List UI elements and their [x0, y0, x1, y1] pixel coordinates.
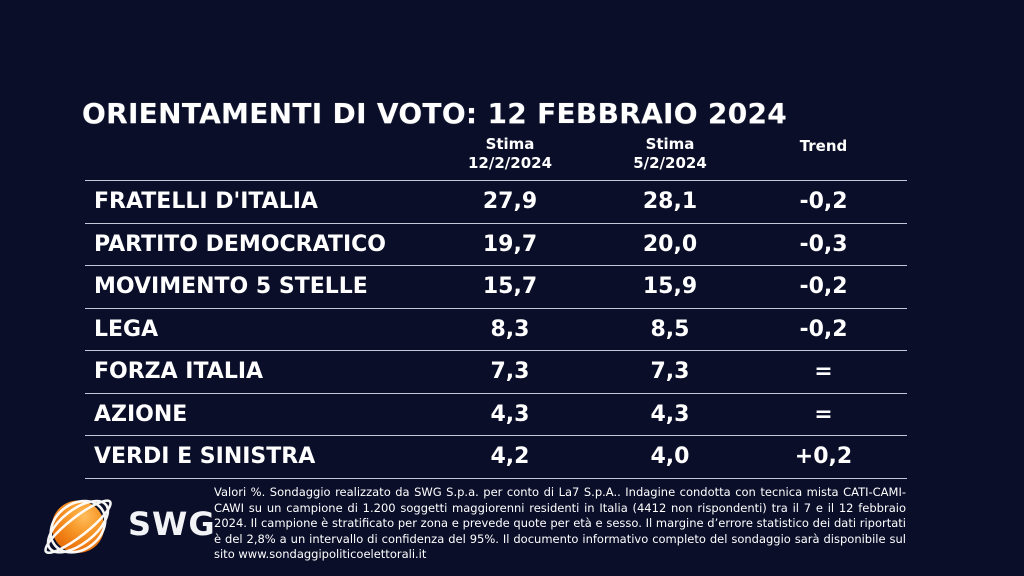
estimate-previous: 4,0	[650, 444, 690, 470]
table-row: LEGA 8,3 8,5 -0,2	[85, 307, 907, 351]
party-name: VERDI E SINISTRA	[94, 444, 316, 470]
party-name: MOVIMENTO 5 STELLE	[94, 274, 368, 300]
estimate-current: 27,9	[482, 189, 538, 215]
table-row: MOVIMENTO 5 STELLE 15,7 15,9 -0,2	[85, 265, 907, 308]
page-title: ORIENTAMENTI DI VOTO: 12 FEBBRAIO 2024	[82, 96, 788, 130]
swg-logo-text: SWG	[128, 504, 216, 543]
table-row: FORZA ITALIA 7,3 7,3 =	[85, 350, 907, 393]
poll-table: Stima 12/2/2024 Stima 5/2/2024 Trend FRA…	[85, 122, 907, 479]
trend-value: -0,2	[799, 316, 848, 342]
trend-value: =	[814, 401, 833, 427]
disclaimer-text: Valori %. Sondaggio realizzato da SWG S.…	[214, 485, 906, 562]
trend-value: -0,2	[799, 274, 848, 300]
party-name: AZIONE	[94, 401, 188, 427]
estimate-previous: 8,5	[650, 316, 690, 342]
estimate-previous: 4,3	[650, 401, 690, 427]
estimate-current: 7,3	[490, 359, 530, 385]
swg-logo: SWG	[34, 477, 216, 572]
estimate-previous: 15,9	[642, 274, 698, 300]
column-header-stima-current: Stima 12/2/2024	[420, 135, 600, 180]
estimate-current: 4,2	[490, 444, 530, 470]
table-row: PARTITO DEMOCRATICO 19,7 20,0 -0,3	[85, 222, 907, 266]
estimate-current: 4,3	[490, 401, 530, 427]
column-header-stima-previous-date: 5/2/2024	[633, 154, 707, 172]
table-row: FRATELLI D'ITALIA 27,9 28,1 -0,2	[85, 180, 907, 223]
trend-value: =	[814, 359, 833, 385]
column-header-stima-previous: Stima 5/2/2024	[600, 135, 740, 180]
trend-value: -0,3	[799, 231, 848, 257]
column-header-party	[85, 173, 420, 180]
party-name: LEGA	[94, 316, 159, 342]
party-name: PARTITO DEMOCRATICO	[94, 231, 386, 257]
estimate-current: 15,7	[482, 274, 538, 300]
trend-value: +0,2	[794, 444, 853, 470]
column-header-stima-current-title: Stima	[485, 135, 535, 153]
estimate-previous: 20,0	[642, 231, 698, 257]
globe-swirl-icon	[34, 481, 122, 569]
party-name: FORZA ITALIA	[94, 359, 264, 385]
trend-value: -0,2	[799, 189, 848, 215]
column-header-stima-current-date: 12/2/2024	[467, 154, 553, 172]
column-header-stima-previous-title: Stima	[645, 135, 695, 153]
table-row: AZIONE 4,3 4,3 =	[85, 392, 907, 436]
table-row: VERDI E SINISTRA 4,2 4,0 +0,2	[85, 435, 907, 479]
estimate-previous: 28,1	[642, 189, 698, 215]
party-name: FRATELLI D'ITALIA	[94, 189, 318, 215]
estimate-current: 19,7	[482, 231, 538, 257]
estimate-current: 8,3	[490, 316, 530, 342]
table-header-row: Stima 12/2/2024 Stima 5/2/2024 Trend	[85, 122, 907, 180]
column-header-trend: Trend	[799, 136, 848, 155]
estimate-previous: 7,3	[650, 359, 690, 385]
